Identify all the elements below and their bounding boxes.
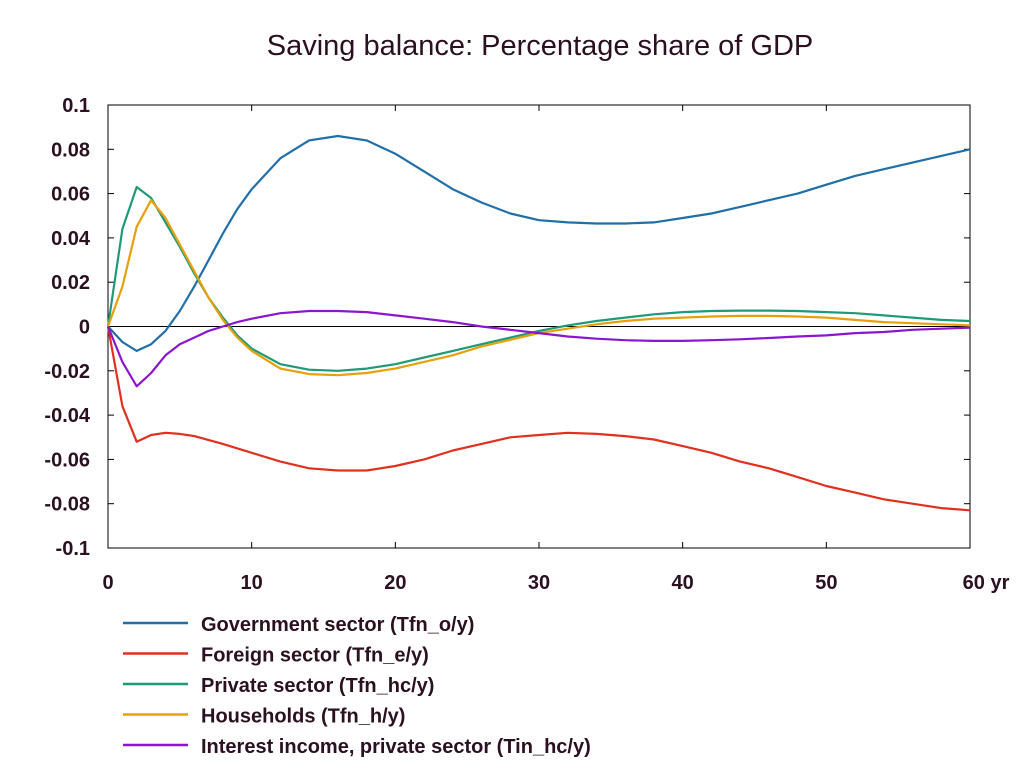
series-line-4 [106,199,971,377]
legend: Government sector (Tfn_o/y) Foreign secto… [123,614,591,758]
series-line-1 [107,134,971,352]
x-tick-label: 60 yr [963,572,1010,594]
y-tick-label: 0.04 [51,228,91,250]
y-tick-label: -0.1 [56,538,90,560]
y-tick-label: 0.08 [51,139,90,161]
x-tick-label: 30 [528,572,550,594]
x-tick-label: 10 [241,572,263,594]
y-tick-label: -0.06 [44,449,90,471]
y-tick-label: -0.04 [44,405,90,427]
legend-label-4: Households (Tfn_h/y) [201,706,405,728]
y-tick-label: 0.02 [51,272,90,294]
y-tick-label: -0.08 [44,494,90,516]
chart-axes: 0.1 0.08 0.06 0.04 0.02 0 -0.02 -0.04 -0.06 -0.08… [44,95,1009,594]
x-tick-label: 0 [102,572,113,594]
y-tick-label: 0.1 [62,95,90,117]
x-tick-label: 50 [815,572,837,594]
legend-label-1: Government sector (Tfn_o/y) [201,614,474,636]
chart-title: Saving balance: Percentage share of GDP [266,30,814,62]
series-line-2 [106,326,971,512]
legend-label-5: Interest income, private sector (Tin_hc/… [201,736,591,758]
y-tick-label: 0.06 [51,184,90,206]
legend-label-2: Foreign sector (Tfn_e/y) [201,645,429,667]
y-tick-label: -0.02 [44,361,90,383]
series-line-3 [106,185,971,372]
series-line-5 [106,309,971,388]
x-tick-label: 40 [672,572,694,594]
x-tick-label: 20 [384,572,406,594]
y-tick-label: 0 [79,317,90,339]
series-layer [106,134,971,512]
legend-label-3: Private sector (Tfn_hc/y) [201,675,434,697]
